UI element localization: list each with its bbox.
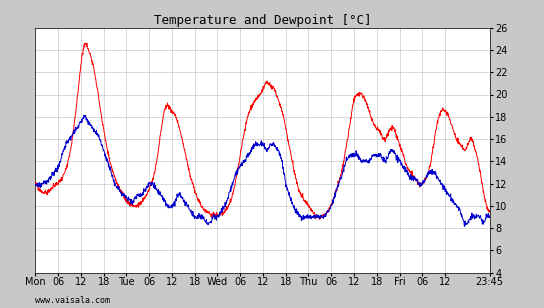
Text: www.vaisala.com: www.vaisala.com <box>35 296 110 305</box>
Title: Temperature and Dewpoint [°C]: Temperature and Dewpoint [°C] <box>154 14 371 26</box>
